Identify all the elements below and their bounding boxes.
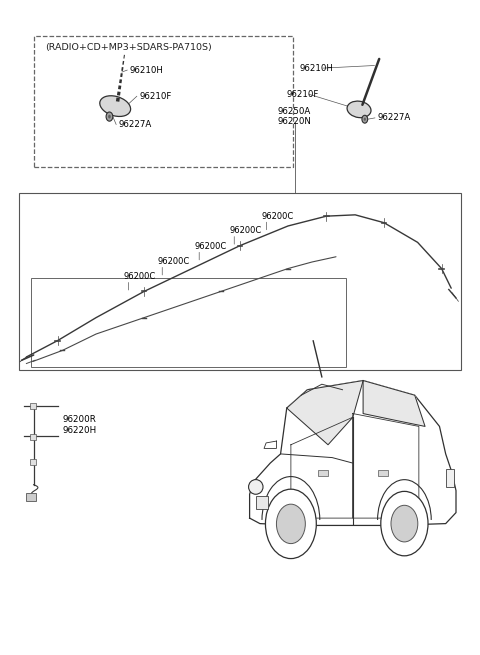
Circle shape <box>106 112 113 121</box>
Circle shape <box>381 491 428 556</box>
Text: 96210F: 96210F <box>139 92 171 101</box>
Text: 96210H: 96210H <box>300 64 334 73</box>
Text: 96227A: 96227A <box>119 120 152 129</box>
Text: 96200R: 96200R <box>62 415 96 424</box>
FancyBboxPatch shape <box>378 470 388 476</box>
Circle shape <box>265 489 316 559</box>
Circle shape <box>364 118 366 121</box>
Text: 96200C: 96200C <box>194 242 227 251</box>
Text: 96227A: 96227A <box>377 113 410 122</box>
Text: 96250A: 96250A <box>277 107 311 116</box>
Circle shape <box>108 115 111 119</box>
Ellipse shape <box>100 96 131 117</box>
Circle shape <box>276 504 305 544</box>
Text: 96200C: 96200C <box>262 212 294 221</box>
Polygon shape <box>264 441 276 449</box>
FancyBboxPatch shape <box>30 458 36 465</box>
FancyBboxPatch shape <box>26 493 36 501</box>
Text: (RADIO+CD+MP3+SDARS-PA710S): (RADIO+CD+MP3+SDARS-PA710S) <box>46 43 212 52</box>
FancyBboxPatch shape <box>31 278 346 367</box>
Polygon shape <box>287 381 363 445</box>
Ellipse shape <box>347 101 371 118</box>
FancyBboxPatch shape <box>256 496 268 509</box>
FancyBboxPatch shape <box>30 434 36 440</box>
FancyBboxPatch shape <box>445 468 454 487</box>
Text: 96200C: 96200C <box>157 257 190 266</box>
FancyBboxPatch shape <box>30 403 36 409</box>
Text: 96220N: 96220N <box>277 117 312 126</box>
Text: 96200C: 96200C <box>124 272 156 281</box>
Text: 96220H: 96220H <box>62 426 96 435</box>
Text: 96200C: 96200C <box>229 226 262 235</box>
Circle shape <box>362 115 368 123</box>
Text: 96210F: 96210F <box>286 90 318 99</box>
Circle shape <box>391 505 418 542</box>
FancyBboxPatch shape <box>34 36 293 167</box>
Polygon shape <box>250 381 456 525</box>
Ellipse shape <box>249 479 263 495</box>
FancyBboxPatch shape <box>318 470 328 476</box>
FancyBboxPatch shape <box>19 193 461 370</box>
Text: 96210H: 96210H <box>130 66 164 75</box>
Polygon shape <box>363 381 425 426</box>
